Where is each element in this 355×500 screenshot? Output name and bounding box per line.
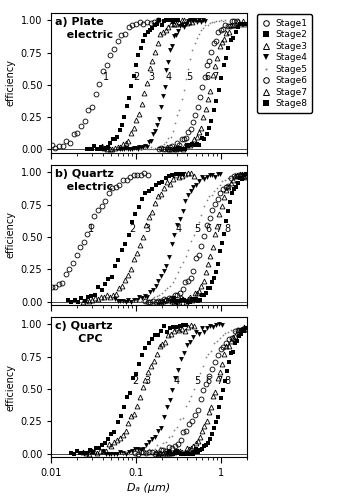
Legend: Stage1, Stage2, Stage3, Stage4, Stage5, Stage6, Stage7, Stage8: Stage1, Stage2, Stage3, Stage4, Stage5, …	[257, 14, 312, 113]
Text: 6: 6	[204, 72, 210, 83]
Text: 6: 6	[206, 376, 212, 386]
Text: 3: 3	[148, 72, 154, 83]
Text: 1: 1	[88, 224, 94, 234]
Text: 5: 5	[195, 376, 201, 386]
Text: 7: 7	[215, 224, 222, 234]
Text: b) Quartz
   electric: b) Quartz electric	[55, 169, 114, 192]
Text: 3: 3	[144, 376, 151, 386]
Text: 4: 4	[166, 72, 172, 83]
Text: c) Quartz
      CPC: c) Quartz CPC	[55, 321, 113, 344]
Text: 6: 6	[205, 224, 212, 234]
Text: 4: 4	[174, 376, 180, 386]
Text: 2: 2	[129, 224, 135, 234]
Text: 7: 7	[213, 72, 219, 83]
Text: 2: 2	[132, 376, 139, 386]
Text: 7: 7	[217, 376, 223, 386]
Y-axis label: efficiency: efficiency	[5, 60, 15, 106]
Y-axis label: efficiency: efficiency	[5, 212, 15, 258]
Y-axis label: efficiency: efficiency	[5, 364, 15, 410]
Text: 8: 8	[224, 376, 230, 386]
Text: 1: 1	[103, 72, 109, 83]
Text: 4: 4	[176, 224, 182, 234]
Text: a) Plate
   electric: a) Plate electric	[55, 16, 113, 40]
Text: 8: 8	[224, 224, 230, 234]
Text: 5: 5	[186, 72, 192, 83]
Text: 2: 2	[133, 72, 140, 83]
X-axis label: Dₐ (μm): Dₐ (μm)	[127, 484, 171, 494]
Text: 3: 3	[144, 224, 151, 234]
Text: 5: 5	[194, 224, 200, 234]
